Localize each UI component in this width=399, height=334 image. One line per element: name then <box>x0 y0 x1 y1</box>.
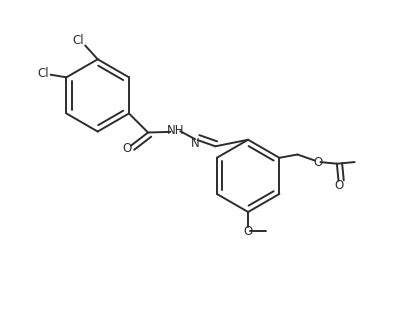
Text: NH: NH <box>167 124 184 137</box>
Text: O: O <box>334 179 344 192</box>
Text: Cl: Cl <box>37 67 49 80</box>
Text: N: N <box>191 137 200 150</box>
Text: O: O <box>243 225 253 238</box>
Text: O: O <box>122 142 132 155</box>
Text: Cl: Cl <box>72 34 84 47</box>
Text: O: O <box>313 156 322 169</box>
